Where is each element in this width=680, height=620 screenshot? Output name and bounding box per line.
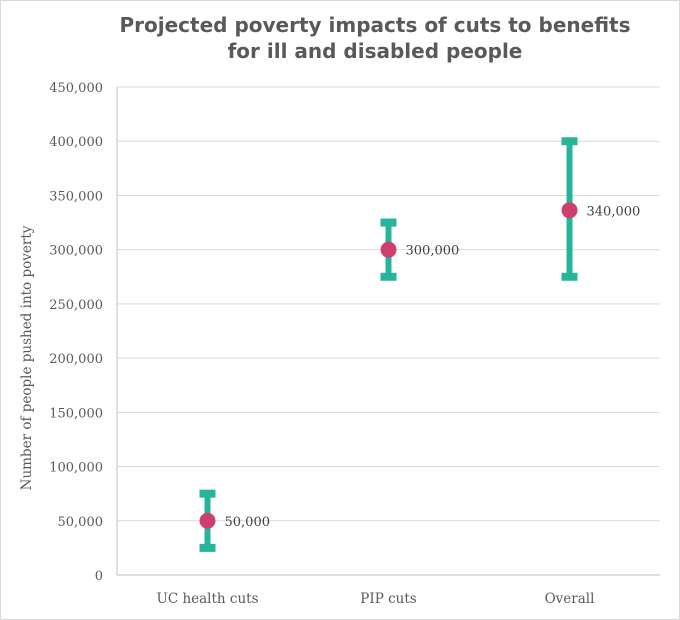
error-bar-cap-top: [561, 137, 578, 146]
error-bar-cap-top: [199, 489, 216, 498]
y-tick-label: 50,000: [58, 515, 104, 530]
x-category-labels: UC health cuts PIP cuts Overall: [156, 591, 594, 607]
data-point: [380, 241, 397, 258]
error-bar-cap-bottom: [380, 272, 397, 281]
error-bar-cap-bottom: [199, 543, 216, 552]
x-category-label: UC health cuts: [156, 591, 258, 607]
x-category-label: PIP cuts: [360, 591, 416, 607]
y-tick-label: 350,000: [49, 189, 103, 204]
y-tick-labels: 0 50,000 100,000 150,000 200,000 250,000 300,0…: [49, 81, 103, 584]
error-bar-group: 340,000: [561, 137, 641, 281]
error-bar-cap-bottom: [561, 272, 578, 281]
data-point: [199, 512, 216, 529]
data-point: [561, 202, 578, 219]
y-tick-label: 400,000: [49, 135, 103, 150]
data-label: 300,000: [406, 244, 460, 259]
error-bar-group: 300,000: [380, 218, 460, 281]
data-label: 50,000: [225, 515, 271, 530]
y-tick-label: 300,000: [49, 244, 103, 259]
error-bar-group: 50,000: [199, 489, 271, 552]
x-category-label: Overall: [545, 591, 595, 607]
y-tick-label: 200,000: [49, 352, 103, 367]
y-tick-label: 150,000: [49, 406, 103, 421]
y-tick-label: 0: [95, 569, 103, 584]
data-label: 340,000: [587, 204, 641, 219]
chart-title: Projected poverty impacts of cuts to ben…: [119, 13, 631, 63]
y-axis-label: Number of people pushed into poverty: [19, 225, 35, 490]
y-tick-label: 250,000: [49, 298, 103, 313]
y-tick-label: 450,000: [49, 81, 103, 96]
y-tick-label: 100,000: [49, 461, 103, 476]
data-marks: 50,000 300,000 340,000: [199, 137, 641, 552]
error-bar-cap-top: [380, 218, 397, 227]
gridlines: [116, 86, 660, 576]
